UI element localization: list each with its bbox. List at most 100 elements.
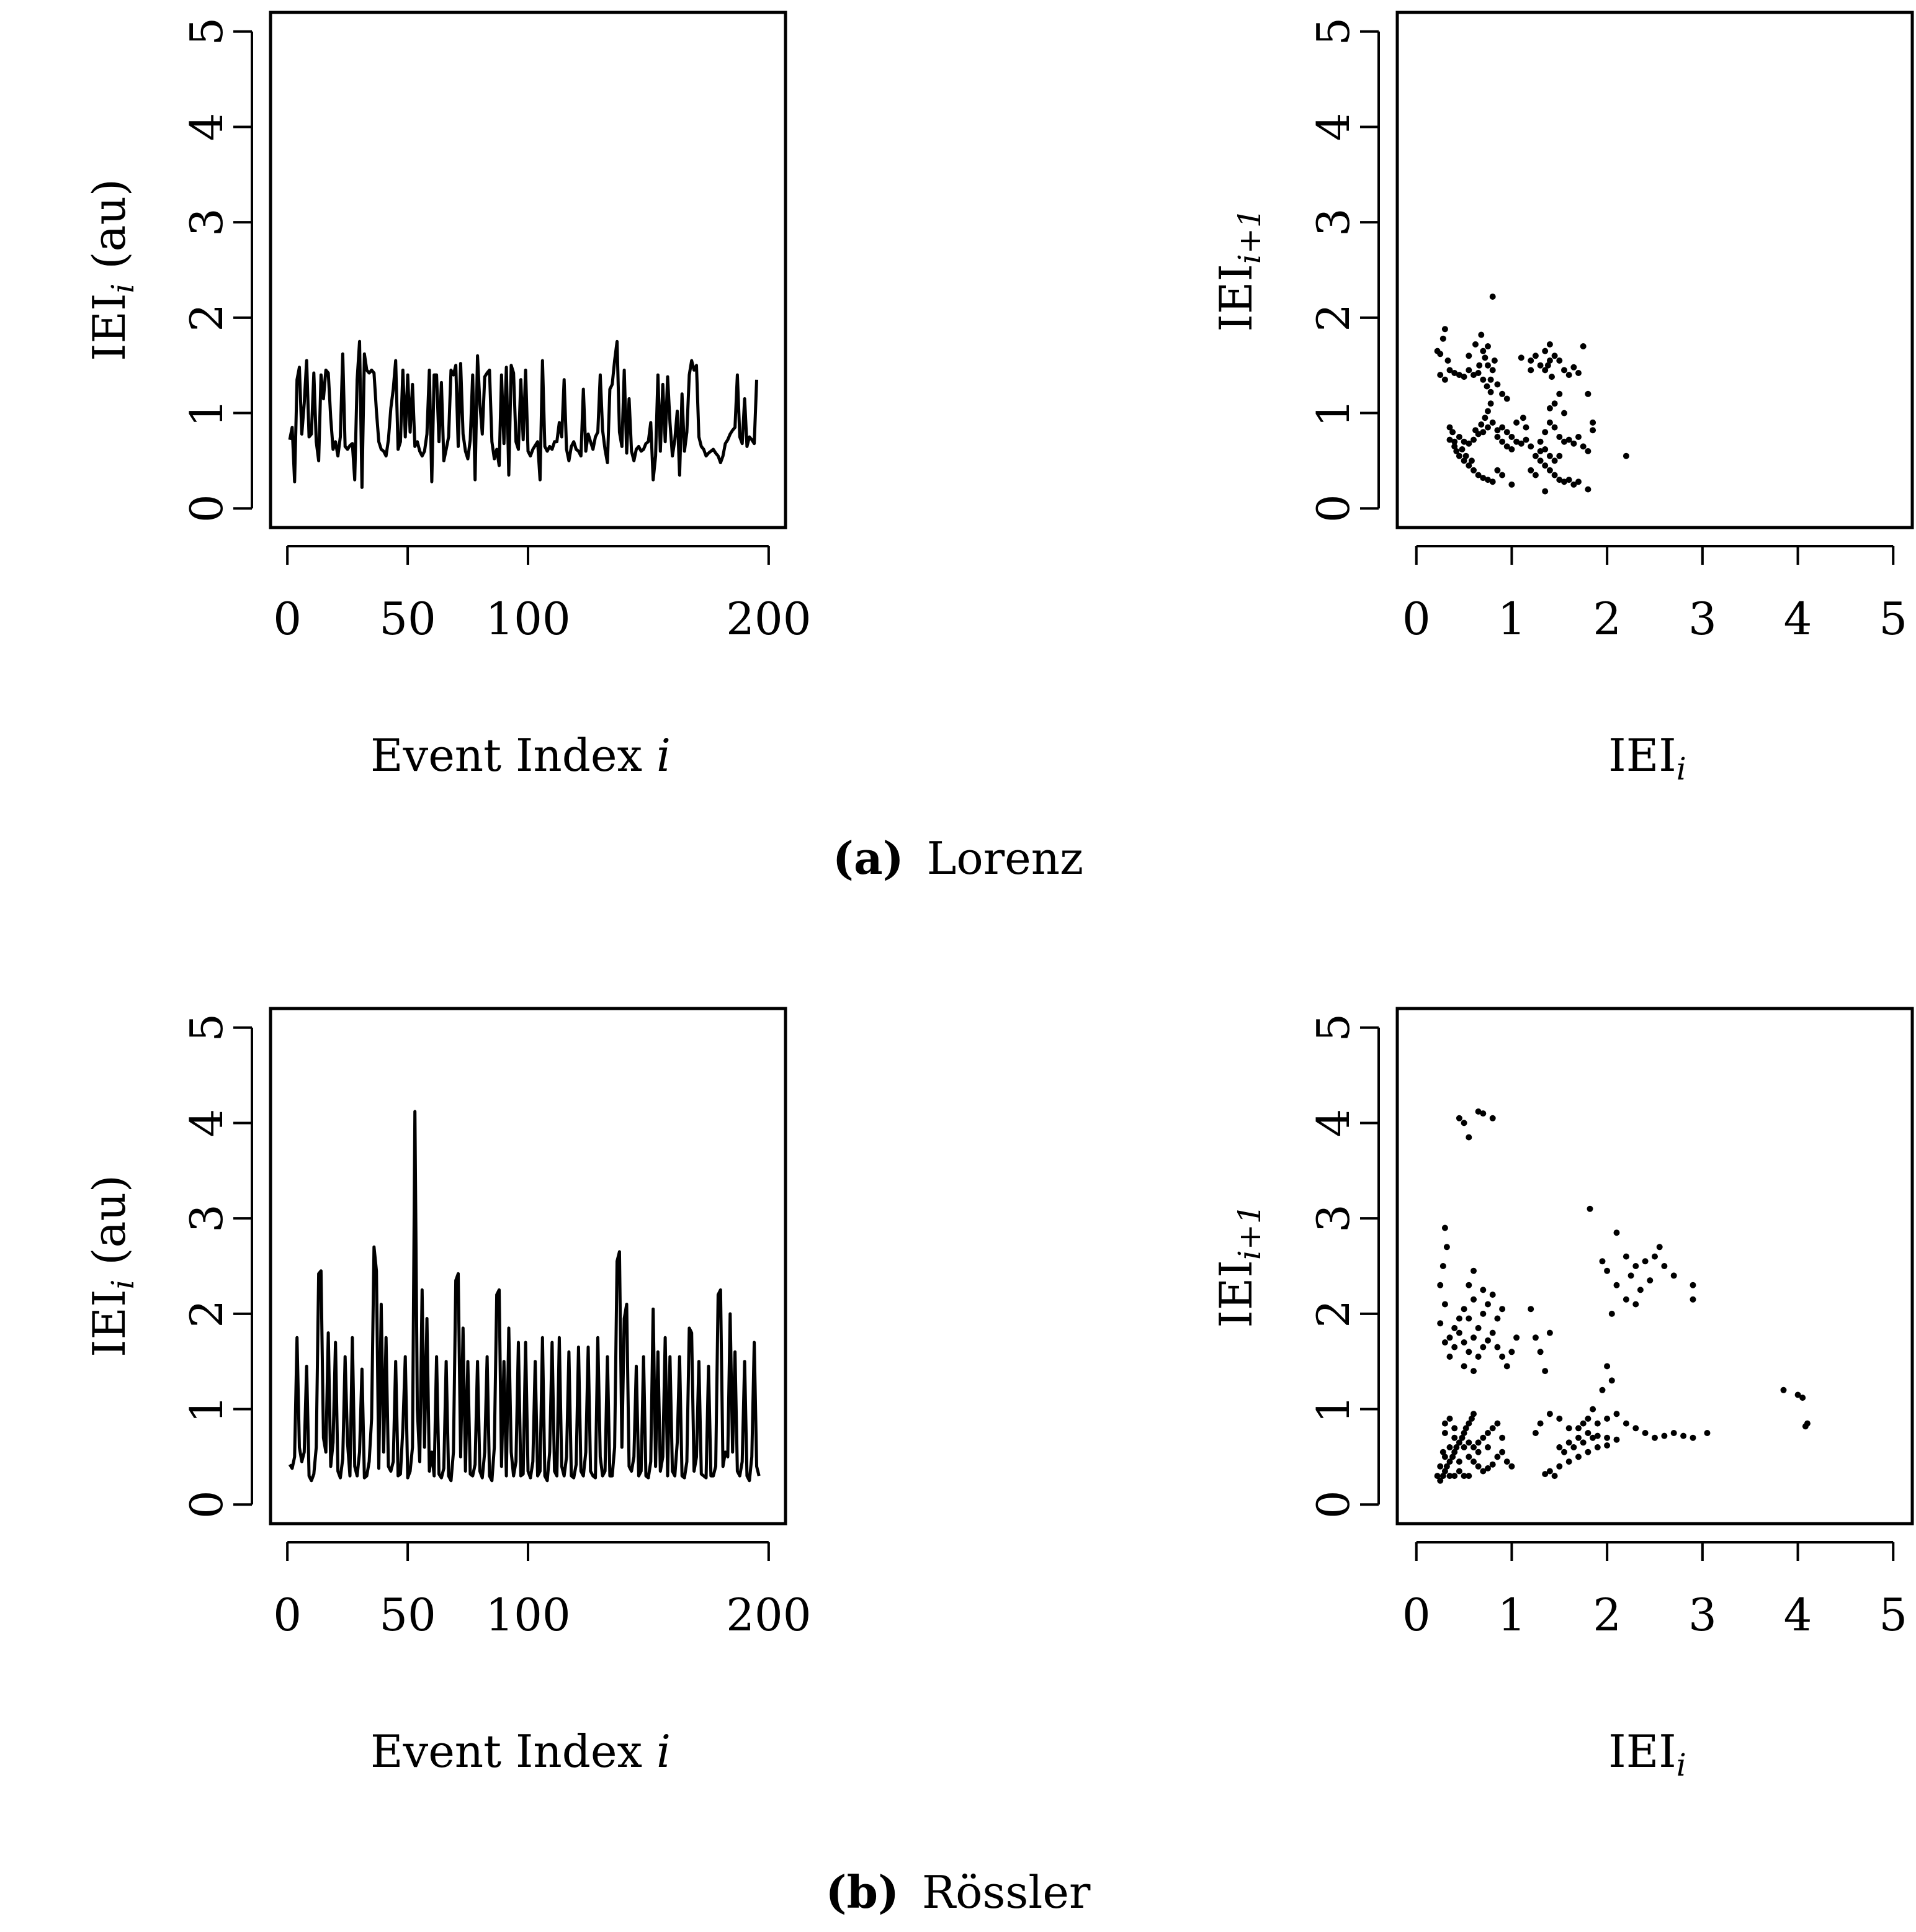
- rossler-return-map-point-92: [1585, 1449, 1591, 1455]
- rossler-return-map-point-135: [1446, 1444, 1453, 1450]
- lorenz-return-map-point-47: [1468, 457, 1475, 464]
- rossler-return-map-point-150: [1503, 1458, 1510, 1465]
- rossler-series-y-tick-label-2: 2: [181, 1300, 233, 1328]
- rossler-return-map-point-5: [1489, 1115, 1496, 1121]
- lorenz-return-map-point-104: [1580, 443, 1587, 450]
- lorenz-return-map-point-121: [1546, 452, 1553, 459]
- lorenz-return-map-point-2: [1441, 326, 1448, 333]
- rossler-return-map-point-168: [1446, 1473, 1453, 1480]
- lorenz-return-map-point-6: [1441, 376, 1448, 383]
- lorenz-return-map-point-125: [1590, 419, 1596, 426]
- lorenz-return-map-point-12: [1471, 372, 1477, 379]
- lorenz-return-map-point-4: [1444, 357, 1451, 364]
- lorenz-return-map-point-124: [1585, 390, 1591, 397]
- lorenz-return-map-point-38: [1461, 457, 1467, 464]
- rossler-return-map-point-156: [1489, 1425, 1496, 1432]
- lorenz-return-map-point-39: [1466, 462, 1472, 469]
- lorenz-return-map-point-29: [1494, 381, 1501, 388]
- lorenz-return-map-point-36: [1453, 448, 1460, 454]
- lorenz-series-plot-frame: [269, 11, 787, 529]
- lorenz-return-map-y-tick-label-0: 0: [1307, 494, 1359, 523]
- lorenz-return-map-point-66: [1513, 438, 1520, 445]
- lorenz-return-map-point-27: [1484, 383, 1490, 390]
- rossler-return-map-x-tick-label-1: 1: [1498, 1589, 1526, 1641]
- lorenz-return-map-point-88: [1570, 364, 1577, 371]
- lorenz-return-map-point-98: [1551, 424, 1558, 431]
- lorenz-series-x-tick-label-100: 100: [485, 593, 570, 645]
- lorenz-return-map-point-13: [1475, 370, 1482, 376]
- lorenz-return-map-point-100: [1561, 438, 1567, 445]
- rossler-return-map-point-62: [1637, 1287, 1644, 1293]
- rossler-return-map-point-34: [1494, 1344, 1501, 1350]
- rossler-return-map-point-48: [1528, 1306, 1534, 1313]
- rossler-return-map-point-108: [1575, 1434, 1582, 1441]
- rossler-return-map-point-60: [1670, 1272, 1677, 1279]
- lorenz-return-map-point-28: [1487, 389, 1494, 395]
- caption-lorenz: (a) Lorenz: [833, 832, 1083, 884]
- lorenz-return-map-point-102: [1570, 440, 1577, 447]
- rossler-return-map-point-155: [1485, 1430, 1491, 1436]
- rossler-return-map-point-49: [1546, 1329, 1553, 1336]
- rossler-return-map-point-7: [1443, 1244, 1450, 1251]
- lorenz-return-map-point-35: [1451, 443, 1458, 450]
- lorenz-return-map-point-92: [1544, 362, 1551, 369]
- rossler-return-map-point-146: [1485, 1465, 1491, 1471]
- lorenz-return-map-points: [1434, 294, 1629, 495]
- lorenz-return-map-point-95: [1537, 438, 1544, 445]
- rossler-return-map-point-109: [1585, 1430, 1591, 1436]
- rossler-return-map-point-64: [1623, 1296, 1629, 1303]
- rossler-return-map-point-66: [1690, 1296, 1696, 1303]
- rossler-return-map-point-28: [1451, 1324, 1458, 1331]
- caption-lorenz-text: Lorenz: [927, 832, 1084, 884]
- rossler-return-map-point-157: [1494, 1420, 1501, 1427]
- lorenz-return-map-point-1: [1437, 351, 1444, 357]
- rossler-return-map-point-32: [1485, 1337, 1491, 1344]
- lorenz-return-map-point-52: [1471, 436, 1477, 443]
- rossler-return-map-y-tick-label-0: 0: [1307, 1490, 1359, 1519]
- lorenz-return-map-point-130: [1542, 488, 1549, 495]
- lorenz-return-map-x-tick-label-1: 1: [1498, 593, 1526, 645]
- rossler-return-map-point-74: [1585, 1415, 1591, 1422]
- lorenz-return-map-point-85: [1556, 357, 1563, 364]
- lorenz-return-map-plot-frame: [1395, 11, 1914, 529]
- rossler-return-map-x-tick-label-2: 2: [1593, 1589, 1621, 1641]
- rossler-return-map-point-25: [1466, 1315, 1472, 1322]
- rossler-return-map-point-121: [1441, 1468, 1448, 1475]
- rossler-return-map-point-8: [1439, 1263, 1446, 1269]
- rossler-return-map-point-65: [1690, 1282, 1696, 1288]
- rossler-return-map-point-51: [1613, 1229, 1620, 1236]
- lorenz-return-map-point-122: [1551, 457, 1558, 464]
- lorenz-return-map-point-81: [1546, 357, 1553, 364]
- rossler-return-map-point-33: [1489, 1329, 1496, 1336]
- rossler-return-map-point-112: [1613, 1436, 1620, 1443]
- rossler-return-map-point-63: [1632, 1301, 1639, 1308]
- rossler-return-map-point-130: [1462, 1425, 1469, 1432]
- lorenz-return-map-point-120: [1542, 446, 1549, 452]
- rossler-return-map-point-133: [1471, 1411, 1477, 1418]
- rossler-return-map-x-tick-label-3: 3: [1688, 1589, 1717, 1641]
- lorenz-return-map-point-24: [1478, 331, 1485, 338]
- lorenz-return-map-x-label: IEIi: [1608, 729, 1686, 787]
- lorenz-return-map-point-109: [1537, 457, 1544, 464]
- lorenz-return-map-point-42: [1480, 475, 1487, 482]
- lorenz-return-map-point-82: [1542, 348, 1549, 354]
- lorenz-return-map-point-40: [1471, 467, 1477, 474]
- lorenz-series-series-line: [288, 339, 758, 489]
- lorenz-return-map-point-99: [1556, 434, 1563, 440]
- lorenz-return-map-point-45: [1459, 446, 1466, 452]
- lorenz-series-y-tick-label-1: 1: [181, 399, 233, 428]
- lorenz-return-map-point-79: [1537, 362, 1544, 369]
- rossler-return-map-point-55: [1623, 1253, 1629, 1260]
- lorenz-return-map-y-tick-label-5: 5: [1307, 17, 1359, 46]
- lorenz-return-map-point-11: [1466, 367, 1472, 374]
- rossler-return-map-point-61: [1647, 1277, 1654, 1284]
- rossler-series-y-tick-label-4: 4: [181, 1109, 233, 1138]
- rossler-return-map-point-67: [1656, 1244, 1663, 1251]
- lorenz-return-map-x-tick-label-5: 5: [1879, 593, 1907, 645]
- rossler-return-map-point-111: [1604, 1434, 1611, 1441]
- rossler-return-map-point-0: [1456, 1115, 1462, 1121]
- lorenz-return-map-point-77: [1528, 357, 1534, 364]
- rossler-return-map-point-110: [1594, 1432, 1601, 1439]
- lorenz-return-map-point-75: [1499, 472, 1506, 479]
